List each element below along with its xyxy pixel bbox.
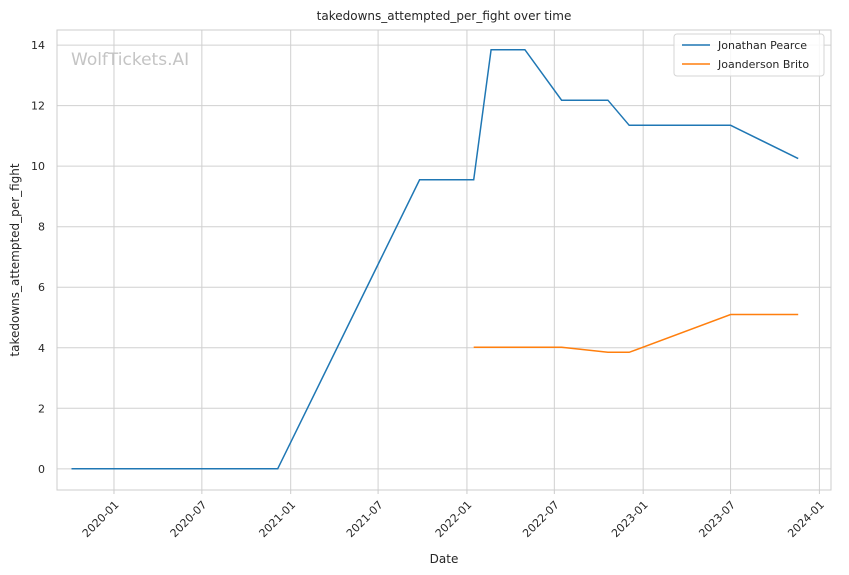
- y-axis-title: takedowns_attempted_per_fight: [8, 163, 22, 356]
- x-tick-label: 2022-07: [520, 498, 562, 540]
- legend: Jonathan Pearce Joanderson Brito: [673, 33, 825, 77]
- legend-label: Joanderson Brito: [717, 58, 809, 71]
- x-tick-label: 2021-01: [257, 498, 299, 540]
- x-axis-ticks: 2020-01 2020-07 2021-01 2021-07 2022-01 2022-…: [80, 490, 827, 540]
- y-tick-label: 6: [38, 281, 45, 294]
- x-tick-label: 2024-01: [785, 498, 827, 540]
- chart-title: takedowns_attempted_per_fight over time: [317, 9, 572, 23]
- y-tick-label: 10: [31, 160, 45, 173]
- y-tick-label: 2: [38, 402, 45, 415]
- y-tick-label: 14: [31, 39, 45, 52]
- x-tick-label: 2020-01: [80, 498, 122, 540]
- y-tick-label: 0: [38, 463, 45, 476]
- series-lines: [71, 48, 799, 470]
- y-axis-ticks: 0 2 4 6 8 10 12 14: [31, 39, 45, 476]
- y-tick-label: 12: [31, 100, 45, 113]
- watermark-text: WolfTickets.AI: [71, 50, 189, 70]
- x-tick-label: 2022-01: [433, 498, 475, 540]
- x-tick-label: 2023-07: [696, 498, 738, 540]
- x-axis-title: Date: [430, 552, 459, 566]
- x-tick-label: 2021-07: [344, 498, 386, 540]
- y-tick-label: 4: [38, 342, 45, 355]
- x-tick-label: 2020-07: [168, 498, 210, 540]
- x-tick-label: 2023-01: [609, 498, 651, 540]
- legend-label: Jonathan Pearce: [717, 39, 807, 52]
- grid: [57, 30, 831, 490]
- y-tick-label: 8: [38, 221, 45, 234]
- legend-box: [673, 33, 825, 77]
- series-line-joanderson-brito: [473, 313, 799, 354]
- series-line-jonathan-pearce: [71, 48, 799, 470]
- plot-area: [56, 29, 832, 491]
